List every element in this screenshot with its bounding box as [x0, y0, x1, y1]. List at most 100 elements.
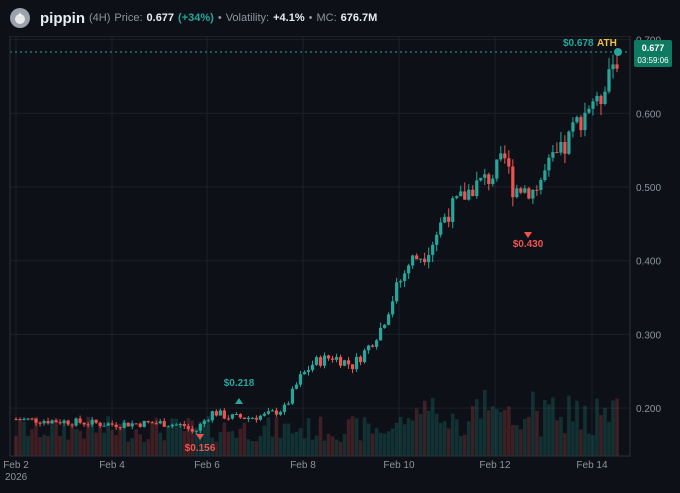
volume-bar [531, 391, 535, 456]
volume-bar [202, 423, 207, 456]
candle-body [467, 189, 471, 200]
countdown-text: 03:59:06 [637, 56, 669, 65]
candle-body [539, 180, 543, 190]
price-change: (+34%) [178, 12, 214, 24]
candle-body [487, 174, 491, 184]
candle-body [154, 423, 158, 425]
volatility-label: Volatility: [225, 12, 270, 24]
candle-body [138, 423, 142, 427]
candle-body [166, 426, 170, 428]
candle-body [278, 411, 283, 415]
volume-bar [138, 434, 143, 456]
candle-body [58, 422, 62, 424]
volume-bar [50, 421, 54, 456]
volume-bar [158, 432, 163, 456]
candle-body [302, 372, 307, 375]
candle-body [246, 417, 250, 419]
volume-bar [358, 440, 363, 456]
mc-label: MC: [316, 12, 337, 24]
volume-bar [290, 433, 295, 456]
candle-body [210, 411, 214, 421]
candle-body [270, 410, 275, 412]
candle-body [330, 358, 335, 360]
volume-bar [559, 416, 563, 456]
candle-body [463, 191, 467, 200]
candle-body [370, 345, 375, 347]
volume-bar [547, 404, 551, 456]
candle-body [475, 180, 479, 197]
candle-body [575, 117, 579, 123]
volume-bar [382, 433, 387, 456]
volume-bar [442, 421, 447, 456]
y-tick-label: 0.400 [636, 257, 661, 268]
candle-body [391, 301, 395, 315]
down-arrow-icon [524, 232, 532, 238]
candle-body [523, 188, 527, 193]
volume-bar [511, 424, 515, 456]
candle-body [603, 91, 607, 104]
volume-bar [282, 423, 287, 456]
y-tick-label: 0.600 [636, 109, 661, 120]
volume-bar [418, 413, 423, 456]
candle-body [563, 141, 567, 154]
volume-bar [495, 408, 499, 456]
candle-body [86, 424, 90, 426]
volume-bar [94, 432, 98, 456]
volume-bar [458, 436, 463, 456]
candle-body [350, 364, 355, 370]
volume-bar [314, 435, 319, 456]
candle-body [310, 364, 315, 371]
candle-body [174, 424, 178, 426]
candle-body [290, 388, 295, 404]
volume-bar [595, 398, 599, 456]
volume-bar [226, 431, 231, 456]
candle-body [22, 418, 26, 420]
volume-bar [535, 410, 539, 456]
volume-bar [150, 422, 155, 456]
candle-body [34, 418, 38, 423]
candle-body [298, 374, 303, 385]
candle-body [286, 403, 291, 405]
volume-bar [278, 437, 283, 456]
volume-bar [262, 425, 267, 456]
volume-bar [186, 418, 191, 456]
candle-body [194, 430, 198, 432]
volume-bar [310, 439, 315, 456]
volume-bar [170, 418, 175, 456]
volume-bar [86, 416, 90, 456]
volume-bar [174, 418, 179, 456]
candle-body [94, 419, 98, 423]
volume-bar [250, 441, 255, 456]
candle-body [106, 423, 110, 426]
candle-body [375, 340, 379, 347]
volume-bar [286, 423, 291, 456]
candle-body [431, 244, 435, 255]
volume-bar [122, 420, 126, 456]
ath-dot [614, 48, 622, 56]
candle-body [507, 158, 511, 167]
y-tick-label: 0.200 [636, 404, 661, 415]
candle-body [471, 189, 475, 197]
candle-body [46, 421, 50, 424]
candle-body [182, 424, 186, 427]
candle-body [423, 258, 427, 263]
candle-body [150, 422, 154, 424]
candle-body [122, 422, 126, 428]
year-label: 2026 [5, 472, 28, 483]
volume-bar [551, 397, 555, 456]
candle-body [218, 410, 222, 416]
candle-body [611, 64, 615, 70]
candle-body [26, 418, 30, 420]
volume-bar [543, 400, 547, 456]
volume-bar [410, 420, 415, 456]
volume-bar [206, 416, 211, 456]
volume-bar [338, 441, 343, 456]
volume-bar [118, 423, 122, 456]
candles [14, 54, 619, 435]
volume-bar [587, 433, 591, 456]
candle-body [62, 420, 66, 424]
volume-bar [266, 417, 271, 456]
candle-body [515, 188, 519, 198]
